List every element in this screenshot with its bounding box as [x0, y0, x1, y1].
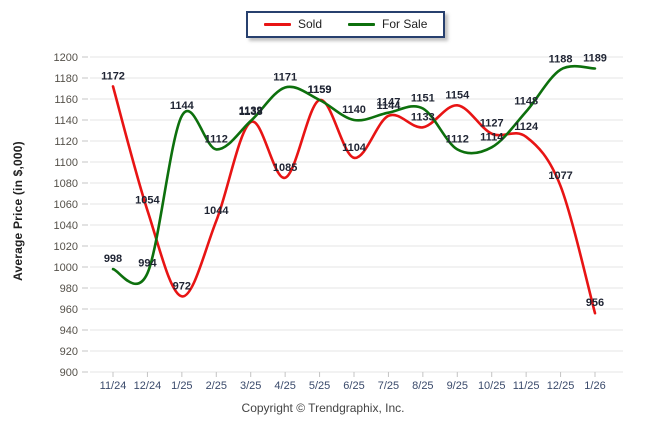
svg-text:11/24: 11/24: [100, 380, 127, 392]
svg-text:1060: 1060: [54, 199, 78, 211]
svg-text:8/25: 8/25: [412, 380, 433, 392]
svg-text:900: 900: [60, 367, 78, 379]
svg-text:1159: 1159: [308, 84, 332, 96]
svg-text:12/25: 12/25: [547, 380, 575, 392]
svg-text:920: 920: [60, 346, 78, 358]
svg-text:1140: 1140: [342, 104, 366, 116]
svg-text:1148: 1148: [514, 96, 538, 108]
legend-item-for-sale: For Sale: [348, 17, 427, 31]
svg-text:1127: 1127: [480, 118, 504, 130]
svg-text:1054: 1054: [135, 194, 160, 206]
svg-text:1147: 1147: [376, 97, 400, 109]
svg-text:1077: 1077: [548, 170, 572, 182]
svg-text:1000: 1000: [54, 262, 78, 274]
svg-text:1/25: 1/25: [171, 380, 192, 392]
svg-text:1188: 1188: [549, 54, 573, 66]
legend-label-sold: Sold: [298, 17, 323, 31]
svg-text:1144: 1144: [376, 100, 401, 112]
svg-text:1112: 1112: [205, 133, 228, 145]
svg-text:1144: 1144: [170, 100, 195, 112]
svg-text:1114: 1114: [480, 131, 504, 143]
for-sale-line-swatch: [348, 22, 376, 26]
y-axis-title: Average Price (in $,000): [11, 141, 25, 281]
svg-text:1172: 1172: [101, 70, 125, 82]
svg-text:1160: 1160: [54, 94, 78, 106]
legend-label-for-sale: For Sale: [382, 17, 428, 31]
svg-text:980: 980: [60, 283, 78, 295]
svg-text:1112: 1112: [446, 133, 469, 145]
svg-text:1151: 1151: [411, 92, 435, 104]
svg-text:6/25: 6/25: [343, 380, 364, 392]
svg-text:10/25: 10/25: [478, 380, 506, 392]
svg-text:1180: 1180: [54, 73, 78, 85]
svg-text:1040: 1040: [54, 220, 78, 232]
svg-text:972: 972: [173, 280, 191, 292]
svg-text:940: 940: [60, 325, 78, 337]
svg-text:1104: 1104: [342, 142, 367, 154]
copyright-text: Copyright © Trendgraphix, Inc.: [241, 401, 405, 415]
svg-text:956: 956: [586, 297, 604, 309]
svg-text:11/25: 11/25: [513, 380, 540, 392]
svg-text:1100: 1100: [54, 157, 78, 169]
svg-text:12/24: 12/24: [134, 380, 162, 392]
svg-text:1124: 1124: [514, 121, 539, 133]
svg-text:5/25: 5/25: [309, 380, 330, 392]
svg-text:4/25: 4/25: [274, 380, 295, 392]
svg-text:2/25: 2/25: [206, 380, 227, 392]
svg-text:960: 960: [60, 304, 78, 316]
svg-text:1200: 1200: [54, 52, 78, 64]
svg-text:1139: 1139: [239, 105, 263, 117]
svg-text:1080: 1080: [54, 178, 78, 190]
svg-text:994: 994: [138, 257, 157, 269]
svg-text:1085: 1085: [273, 162, 297, 174]
svg-text:1/26: 1/26: [584, 380, 605, 392]
svg-text:1154: 1154: [445, 89, 470, 101]
svg-text:9/25: 9/25: [447, 380, 468, 392]
legend-item-sold: Sold: [264, 17, 322, 31]
svg-text:1189: 1189: [583, 53, 607, 65]
svg-text:1020: 1020: [54, 241, 78, 253]
sold-line-swatch: [264, 22, 291, 26]
svg-text:1044: 1044: [204, 205, 229, 217]
svg-text:1138: 1138: [239, 106, 263, 118]
svg-text:1159: 1159: [308, 84, 332, 96]
svg-text:3/25: 3/25: [240, 380, 261, 392]
svg-text:1133: 1133: [411, 111, 435, 123]
svg-text:7/25: 7/25: [378, 380, 399, 392]
svg-text:1120: 1120: [54, 136, 78, 148]
svg-text:998: 998: [104, 253, 122, 265]
svg-text:1171: 1171: [273, 71, 297, 83]
legend: Sold For Sale: [246, 11, 446, 38]
svg-text:1140: 1140: [54, 115, 78, 127]
